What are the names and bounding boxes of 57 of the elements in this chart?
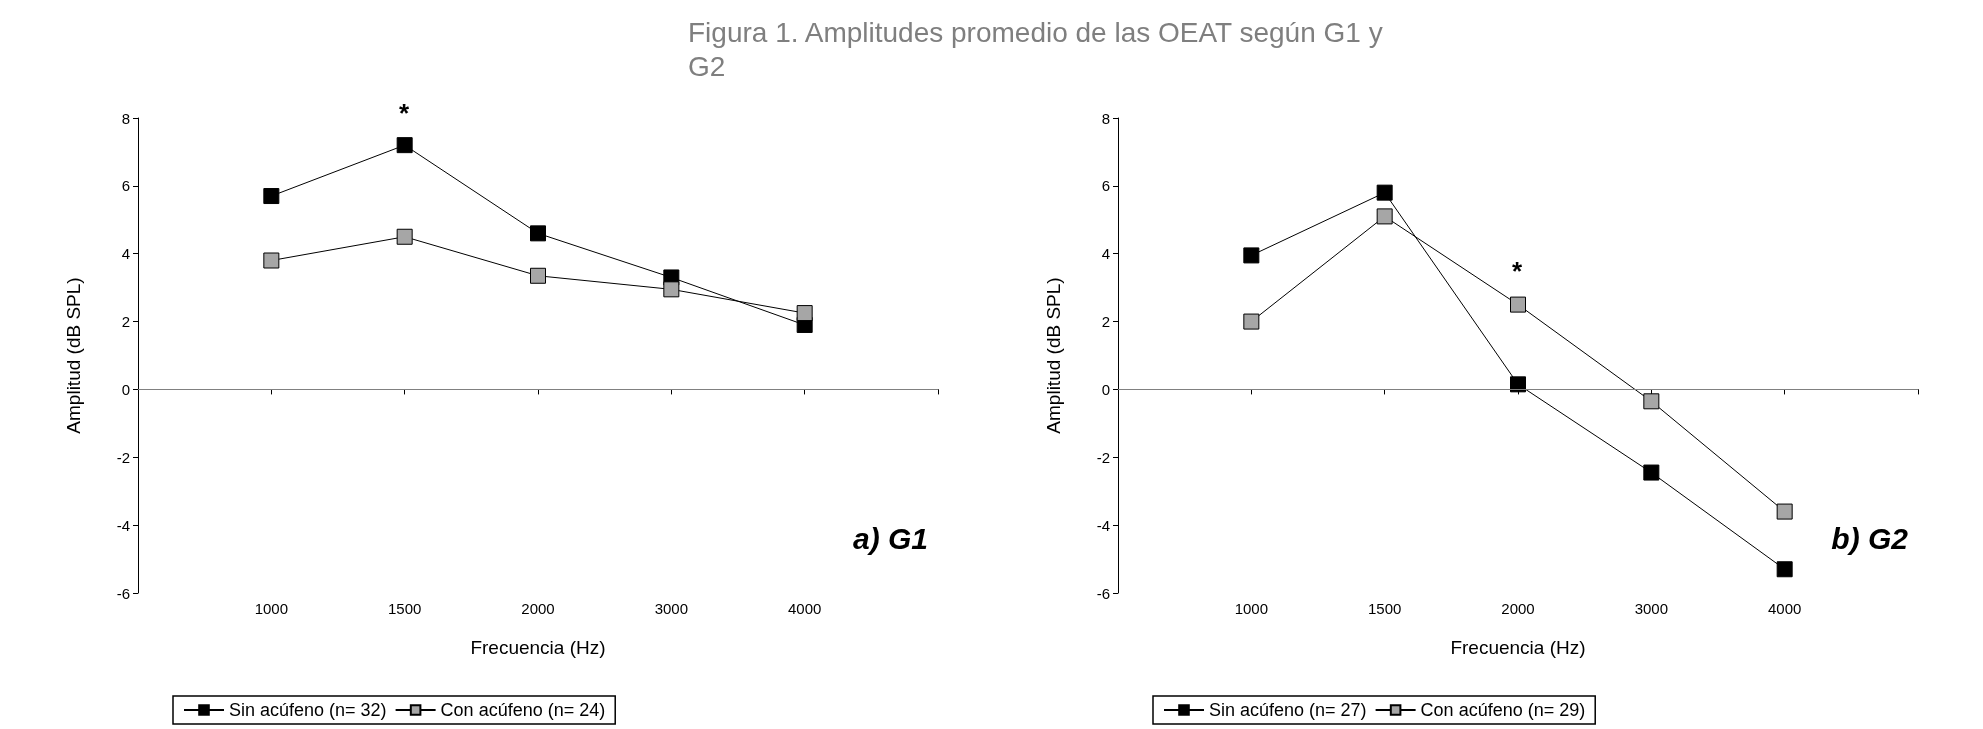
x-tick-label: 1500: [387, 600, 422, 617]
x-tick-label: 2000: [1501, 600, 1535, 617]
y-axis-title: Amplitud (dB SPL): [63, 277, 84, 434]
point: [263, 188, 280, 205]
y-tick-label: -2: [116, 448, 130, 466]
point: [1776, 561, 1793, 578]
legend-label: Sin acúfeno (n= 32): [229, 700, 387, 720]
y-tick-label: 0: [1101, 380, 1110, 398]
x-tick-label: 1000: [1234, 600, 1269, 617]
y-tick-label: 0: [121, 380, 130, 398]
x-tick-label: 4000: [787, 600, 822, 617]
y-tick-label: 6: [1101, 177, 1110, 195]
x-tick-label: 2000: [521, 600, 555, 617]
legend-label: Con acúfeno (n= 29): [1420, 700, 1586, 720]
annotation: *: [399, 98, 410, 128]
y-tick-label: -2: [1096, 448, 1110, 466]
x-axis-title: Frecuencia (Hz): [470, 637, 606, 658]
x-tick-label: 1500: [1367, 600, 1402, 617]
y-tick-label: 4: [121, 245, 130, 263]
text: Figura 1. Amplitudes promedio de las OEAT según G1 y G2: [687, 16, 1384, 84]
point: [396, 228, 413, 245]
point: [1643, 464, 1660, 481]
point: [1243, 247, 1260, 264]
x-tick-label: 1000: [254, 600, 289, 617]
y-tick-label: -4: [1096, 516, 1110, 534]
point: [1376, 208, 1393, 225]
y-tick-label: 4: [1101, 245, 1110, 263]
point: [796, 305, 813, 322]
y-tick-label: -6: [1096, 584, 1110, 602]
point: [1776, 503, 1793, 520]
point: [263, 252, 280, 269]
point: [530, 225, 546, 242]
point: [1510, 296, 1526, 313]
x-axis-title: Frecuencia (Hz): [1450, 637, 1586, 658]
y-axis-title: Amplitud (dB SPL): [1043, 277, 1064, 434]
x-tick-label: 4000: [1767, 600, 1802, 617]
point: [1243, 313, 1260, 330]
annotation: a) G1: [852, 521, 928, 555]
y-tick-label: 2: [121, 313, 130, 331]
point: [530, 267, 546, 284]
point: [663, 281, 680, 298]
x-tick-label: 3000: [654, 600, 689, 617]
point: [1376, 184, 1393, 201]
legend-label: Sin acúfeno (n= 27): [1209, 700, 1367, 720]
annotation: b) G2: [1831, 521, 1909, 555]
y-tick-label: -6: [116, 584, 130, 602]
y-tick-label: 2: [1101, 313, 1110, 331]
point: [396, 137, 413, 154]
x-tick-label: 3000: [1634, 600, 1669, 617]
y-tick-label: 8: [1101, 109, 1110, 127]
y-tick-label: -4: [116, 516, 130, 534]
y-tick-label: 8: [121, 109, 130, 127]
annotation: *: [1512, 256, 1523, 286]
point: [1643, 393, 1660, 410]
point: [1510, 376, 1526, 393]
y-tick-label: 6: [121, 177, 130, 195]
legend-label: Con acúfeno (n= 24): [440, 700, 606, 720]
